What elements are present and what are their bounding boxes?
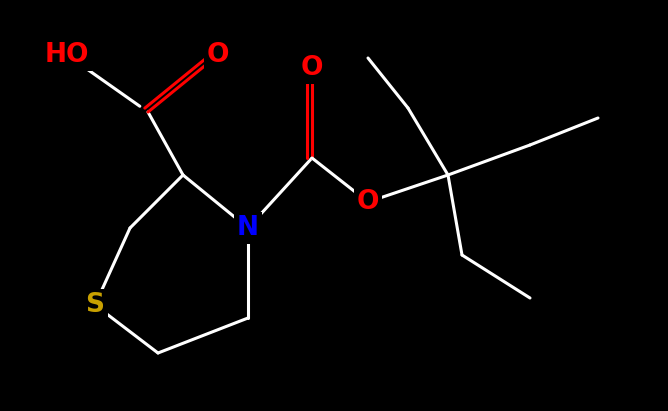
Text: O: O [357,189,379,215]
Text: N: N [237,215,259,241]
Text: S: S [86,292,104,318]
Text: O: O [301,55,323,81]
Text: O: O [207,42,229,68]
Text: HO: HO [45,42,90,68]
